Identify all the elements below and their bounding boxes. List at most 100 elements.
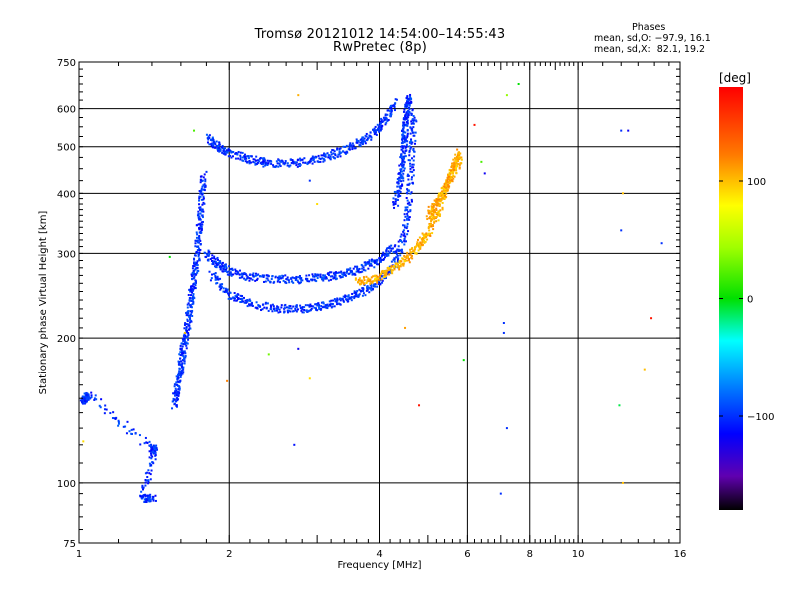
data-point xyxy=(151,448,154,451)
data-point xyxy=(406,122,409,125)
data-point xyxy=(380,126,383,129)
data-point xyxy=(456,162,459,165)
data-point xyxy=(177,384,180,387)
data-point xyxy=(221,151,224,154)
data-point xyxy=(179,347,182,350)
data-point xyxy=(386,247,389,250)
data-point xyxy=(404,215,407,218)
data-point xyxy=(234,272,237,275)
data-point xyxy=(450,175,453,178)
data-point xyxy=(198,190,201,193)
data-point xyxy=(399,249,402,252)
data-point xyxy=(413,250,416,253)
data-point xyxy=(191,299,194,302)
data-point xyxy=(411,247,414,250)
data-point xyxy=(327,156,330,159)
data-point xyxy=(297,94,300,97)
data-point xyxy=(134,432,137,435)
data-point xyxy=(85,393,88,396)
data-point xyxy=(146,496,149,499)
data-point xyxy=(349,267,352,270)
data-point xyxy=(323,158,326,161)
data-point xyxy=(278,164,281,167)
data-point xyxy=(353,272,356,275)
data-point xyxy=(346,295,349,298)
data-point xyxy=(392,203,395,206)
data-point xyxy=(441,201,444,204)
data-point xyxy=(189,321,192,324)
data-point xyxy=(356,266,359,269)
data-point xyxy=(391,272,394,275)
data-point xyxy=(245,157,248,160)
data-point xyxy=(351,142,354,145)
colorbar-tick-label: −100 xyxy=(747,412,774,423)
data-point xyxy=(217,144,220,147)
data-point xyxy=(202,210,205,213)
data-point xyxy=(178,353,181,356)
data-point xyxy=(182,340,185,343)
data-point xyxy=(276,162,279,165)
data-point xyxy=(177,393,180,396)
data-point xyxy=(239,154,242,157)
data-point xyxy=(401,241,404,244)
data-point xyxy=(375,129,378,132)
data-point xyxy=(410,198,413,201)
data-point xyxy=(413,142,416,145)
data-point xyxy=(229,154,232,157)
data-point xyxy=(319,308,322,311)
data-point xyxy=(379,122,382,125)
data-point xyxy=(180,369,183,372)
data-point xyxy=(434,203,437,206)
data-point xyxy=(338,271,341,274)
data-point xyxy=(286,309,289,312)
data-point xyxy=(191,289,194,292)
data-point xyxy=(428,217,431,220)
x-axis-label: Frequency [MHz] xyxy=(337,560,421,571)
data-point xyxy=(226,151,229,154)
data-point xyxy=(302,311,305,314)
data-point xyxy=(260,275,263,278)
data-point xyxy=(324,304,327,307)
data-point xyxy=(187,312,190,315)
data-point xyxy=(239,151,242,154)
data-point xyxy=(281,274,284,277)
data-point xyxy=(404,235,407,238)
data-point xyxy=(147,482,150,485)
data-point xyxy=(393,258,396,261)
data-point xyxy=(183,343,186,346)
data-point xyxy=(432,212,435,215)
data-point xyxy=(399,170,402,173)
data-point xyxy=(401,140,404,143)
data-point xyxy=(402,121,405,124)
data-point xyxy=(359,144,362,147)
data-point xyxy=(264,164,267,167)
data-point xyxy=(256,307,259,310)
data-point xyxy=(414,245,417,248)
data-point xyxy=(304,304,307,307)
data-point xyxy=(395,256,398,259)
x-tick-label: 8 xyxy=(527,549,533,560)
data-point xyxy=(305,274,308,277)
data-point xyxy=(142,494,145,497)
data-point xyxy=(198,199,201,202)
data-point xyxy=(222,267,225,270)
data-point xyxy=(420,243,423,246)
data-point xyxy=(199,239,202,242)
data-point xyxy=(357,278,360,281)
data-point xyxy=(381,120,384,123)
data-point xyxy=(254,306,257,309)
data-point xyxy=(199,227,202,230)
data-point xyxy=(220,263,223,266)
data-point xyxy=(447,173,450,176)
data-point xyxy=(377,277,380,280)
data-point xyxy=(291,276,294,279)
data-point xyxy=(328,154,331,157)
data-point xyxy=(283,311,286,314)
data-point xyxy=(227,273,230,276)
data-point xyxy=(255,279,258,282)
data-point xyxy=(191,267,194,270)
data-point xyxy=(283,307,286,310)
data-point xyxy=(205,170,208,173)
data-point xyxy=(336,148,339,151)
data-point xyxy=(193,262,196,265)
